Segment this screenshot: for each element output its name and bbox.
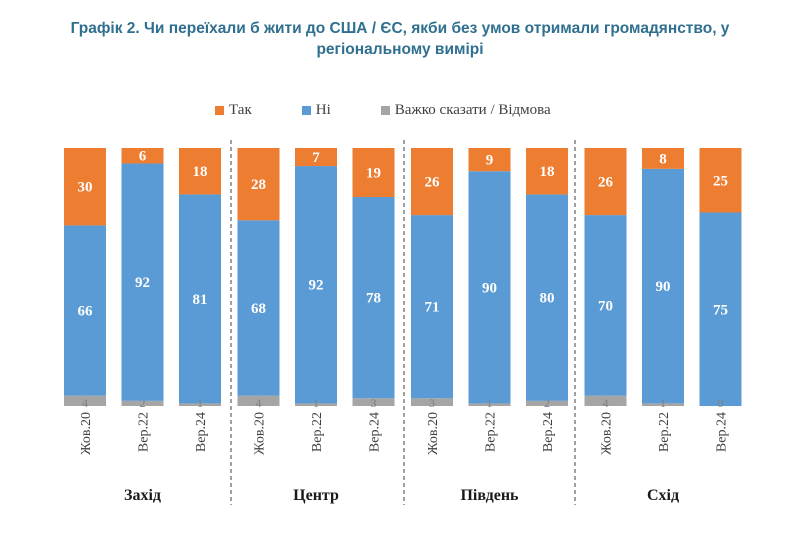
bar-2-1-ni [468,171,511,404]
bar-0-2-ni-label: 81 [193,292,208,308]
bar-0-0-vazhko-label: 4 [82,396,88,410]
bar-2-0-ni [411,215,453,399]
bar-0-2-tak-label: 18 [193,164,208,180]
bar-0-1-ni-label: 92 [135,275,150,291]
region-label-1: Центр [293,487,339,504]
bar-3-2-vazhko-label: 0 [718,396,724,410]
bar-0-0-ni [64,225,106,396]
bar-2-2-tak [526,148,568,195]
bar-2-1-vazhko-label: 1 [487,396,493,410]
bar-3-0-tak [584,148,627,216]
bar-3-0-vazhko [584,395,627,406]
bar-2-0-vazhko [411,398,453,406]
chart-legend: Так Ні Важко сказати / Відмова [215,100,551,120]
bar-2-2-vazhko-label: 2 [544,396,550,410]
legend-label-tak: Так [229,101,252,118]
legend-item-ni: Ні [301,101,331,119]
bar-2-2-tick-label: Вер.24 [541,412,556,452]
bar-0-0-tak [64,148,106,226]
legend-label-vazhko: Важко сказати / Відмова [394,101,551,118]
bar-1-0-vazhko [237,395,280,406]
bar-0-1-tak [121,148,164,164]
bar-1-0-tak-label: 28 [251,177,266,193]
bar-0-2-tak [179,148,221,195]
bar-2-0-tak [411,148,453,216]
bar-3-0-ni-label: 70 [598,298,613,314]
legend-label-ni: Ні [315,101,331,118]
bar-1-1-ni [295,166,337,404]
bar-1-1-tak [295,148,337,167]
bar-3-1-tak-label: 8 [659,151,667,167]
bar-1-2-tick-label: Вер.24 [368,412,383,452]
bar-2-1-tak [468,148,511,172]
bar-1-2-tak [352,148,395,198]
bar-0-1-vazhko-label: 2 [140,396,146,410]
legend-swatch-vazhko [380,105,390,115]
bar-3-2-tak-label: 25 [713,173,728,189]
region-label-3: Схід [647,487,679,504]
bar-0-1-vazhko [121,400,164,406]
bar-1-2-ni [352,197,395,399]
bar-1-0-ni [237,220,280,396]
bar-2-1-ni-label: 90 [482,280,497,296]
bar-0-0-vazhko [64,395,106,406]
bar-2-0-tick-label: Жов.20 [426,412,441,455]
bar-0-1-tick-label: Вер.22 [137,412,152,452]
bar-3-1-tick-label: Вер.22 [657,412,672,452]
bar-3-1-tak [642,148,684,169]
bar-1-2-tak-label: 19 [366,166,381,182]
legend-item-tak: Так [215,102,252,119]
bar-0-0-tak-label: 30 [78,180,93,196]
bar-2-2-ni [526,194,568,401]
bar-3-1-ni [642,168,684,404]
bar-0-2-ni [179,194,221,404]
bar-2-0-tak-label: 26 [425,175,441,191]
bar-3-1-vazhko-label: 1 [660,396,666,410]
bar-2-1-tick-label: Вер.22 [484,412,499,452]
bar-0-2-vazhko [179,403,221,406]
bar-3-1-vazhko [642,403,684,406]
bar-3-2-tak [699,148,742,213]
bar-2-0-ni-label: 71 [425,300,440,316]
bar-3-2-ni [699,212,742,406]
bar-2-1-tak-label: 9 [486,153,494,169]
legend-swatch-ni [301,105,311,115]
bar-3-0-vazhko-label: 4 [603,396,609,410]
bar-1-0-tak [237,148,280,221]
bar-1-2-vazhko-label: 3 [371,396,377,410]
bar-1-0-ni-label: 68 [251,301,266,317]
bar-2-0-vazhko-label: 3 [429,396,435,410]
bar-3-0-tak-label: 26 [598,175,614,191]
bar-3-0-ni [584,215,627,396]
bar-0-1-tak-label: 6 [139,149,147,165]
bar-3-0-tick-label: Жов.20 [600,412,615,455]
region-label-2: Південь [460,487,519,504]
bar-2-1-vazhko [468,403,511,406]
bar-0-1-ni [121,163,164,401]
legend-item-vazhko: Важко сказати / Відмова [380,101,551,119]
bar-0-0-ni-label: 66 [78,304,94,320]
bar-3-1-ni-label: 90 [656,279,671,295]
bar-2-2-ni-label: 80 [540,291,555,307]
bar-0-2-vazhko-label: 1 [197,396,203,410]
bar-1-1-vazhko [295,403,337,406]
region-label-0: Захід [124,487,161,504]
bar-2-2-tak-label: 18 [540,164,555,180]
bar-1-1-tick-label: Вер.22 [310,412,325,452]
bar-0-0-tick-label: Жов.20 [79,412,94,455]
bar-3-2-ni-label: 75 [713,302,728,318]
bar-1-2-vazhko [352,398,395,406]
bar-1-2-ni-label: 78 [366,291,381,307]
bar-2-2-vazhko [526,400,568,406]
bar-0-2-tick-label: Вер.24 [194,412,209,452]
bar-1-1-tak-label: 7 [312,150,320,166]
bar-1-1-ni-label: 92 [309,278,324,294]
chart-title: Графік 2. Чи переїхали б жити до США / Є… [70,20,730,58]
bar-1-0-tick-label: Жов.20 [253,412,268,455]
legend-swatch-tak [215,105,224,115]
bar-3-2-tick-label: Вер.24 [715,412,730,452]
bar-1-0-vazhko-label: 4 [256,396,262,410]
bar-1-1-vazhko-label: 1 [313,396,319,410]
